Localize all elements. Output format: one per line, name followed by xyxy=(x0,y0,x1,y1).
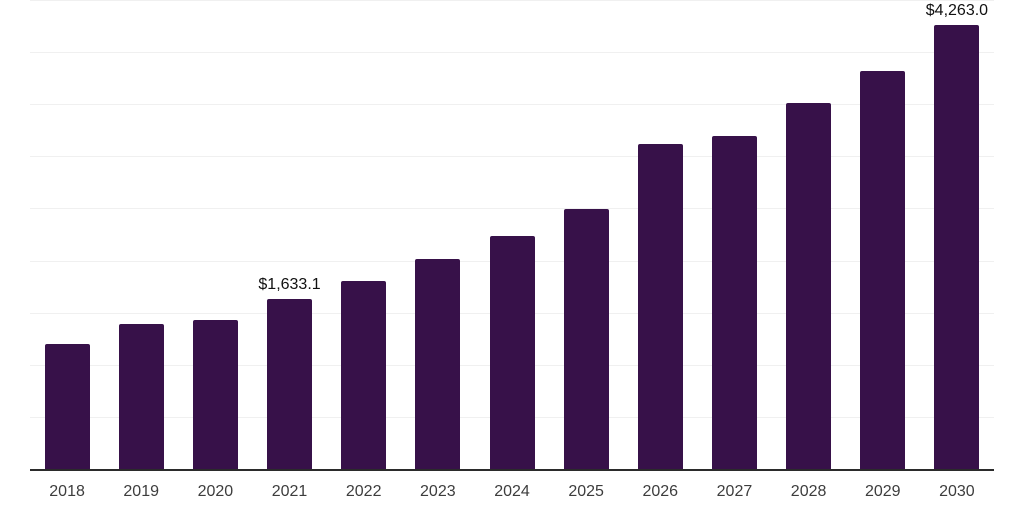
gridline-3000 xyxy=(30,156,994,158)
bar-2021 xyxy=(267,298,313,469)
gridline-2500 xyxy=(30,208,994,210)
x-axis-label-2027: 2027 xyxy=(716,483,753,500)
x-axis-label-2030: 2030 xyxy=(939,483,975,500)
bar-2024 xyxy=(489,236,535,469)
bar-2027 xyxy=(711,135,757,469)
data-label-2030: $4,263.0 xyxy=(925,2,989,20)
x-axis: 2018 2019 2020 2021 2022 2023 2024 2025 2026 2027… xyxy=(30,483,994,505)
plot-area: $1,633.1 $4,263.0 xyxy=(30,0,994,469)
gridline-4000 xyxy=(30,52,994,54)
bar-2019 xyxy=(118,323,164,469)
gridline-3500 xyxy=(30,104,994,106)
x-axis-line xyxy=(30,469,994,471)
x-axis-label-2026: 2026 xyxy=(642,483,679,500)
x-axis-label-2028: 2028 xyxy=(790,483,827,500)
bar-2030 xyxy=(934,24,980,469)
x-axis-label-2019: 2019 xyxy=(123,483,159,500)
x-axis-label-2029: 2029 xyxy=(864,483,901,500)
bar-2022 xyxy=(341,280,387,469)
bar-2025 xyxy=(563,208,609,469)
x-axis-label-2025: 2025 xyxy=(568,483,604,500)
x-axis-label-2018: 2018 xyxy=(49,483,85,500)
gridline-4500 xyxy=(30,0,994,1)
x-axis-label-2023: 2023 xyxy=(420,483,456,500)
x-axis-label-2024: 2024 xyxy=(494,483,530,500)
x-axis-label-2020: 2020 xyxy=(197,483,234,500)
bar-2026 xyxy=(637,144,683,469)
bar-2029 xyxy=(860,71,906,469)
bar-2028 xyxy=(786,102,832,469)
x-axis-label-2021: 2021 xyxy=(271,483,308,500)
bar-2020 xyxy=(192,320,238,469)
x-axis-label-2022: 2022 xyxy=(345,483,382,500)
bar-2018 xyxy=(44,343,90,469)
bar-2023 xyxy=(415,259,461,469)
data-label-2021: $1,633.1 xyxy=(258,276,321,294)
